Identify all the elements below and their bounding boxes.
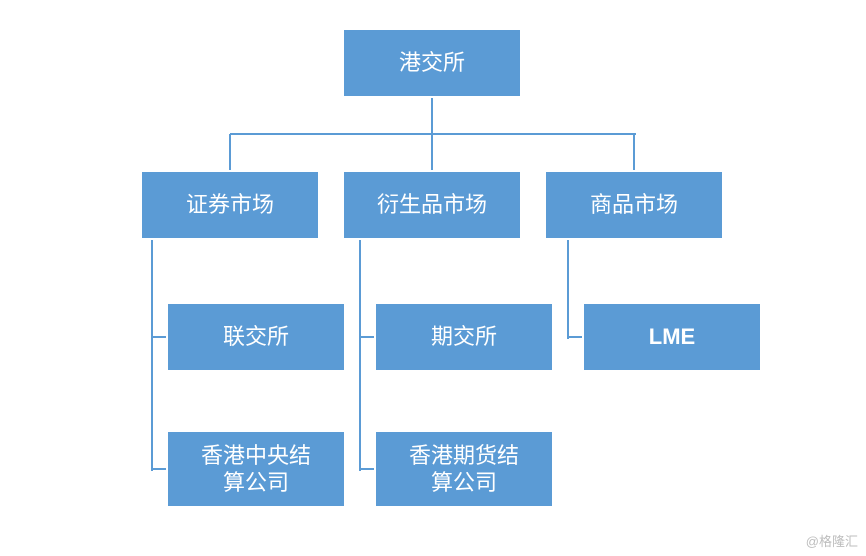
node-comm: 商品市场 <box>544 170 724 240</box>
connector-line <box>431 134 433 172</box>
node-deriv1: 期交所 <box>374 302 554 372</box>
node-label: LME <box>649 323 695 351</box>
node-deriv: 衍生品市场 <box>342 170 522 240</box>
connector-line <box>151 240 153 471</box>
connector-line <box>229 134 231 172</box>
node-sec1: 联交所 <box>166 302 346 372</box>
node-comm1: LME <box>582 302 762 372</box>
node-deriv2: 香港期货结算公司 <box>374 430 554 508</box>
connector-line <box>359 240 361 471</box>
watermark-text: @格隆汇 <box>806 531 858 550</box>
node-sec2: 香港中央结算公司 <box>166 430 346 508</box>
node-label: 衍生品市场 <box>377 191 487 219</box>
node-label: 期交所 <box>431 323 497 351</box>
connector-line <box>633 134 635 172</box>
connector-line <box>567 240 569 339</box>
connector-line <box>230 133 636 135</box>
node-label: 证券市场 <box>186 191 274 219</box>
node-label: 香港中央结算公司 <box>201 442 311 497</box>
node-label: 港交所 <box>399 49 465 77</box>
connector-line <box>431 98 433 136</box>
node-sec: 证券市场 <box>140 170 320 240</box>
node-label: 商品市场 <box>590 191 678 219</box>
node-label: 联交所 <box>223 323 289 351</box>
node-label: 香港期货结算公司 <box>409 442 519 497</box>
node-root: 港交所 <box>342 28 522 98</box>
